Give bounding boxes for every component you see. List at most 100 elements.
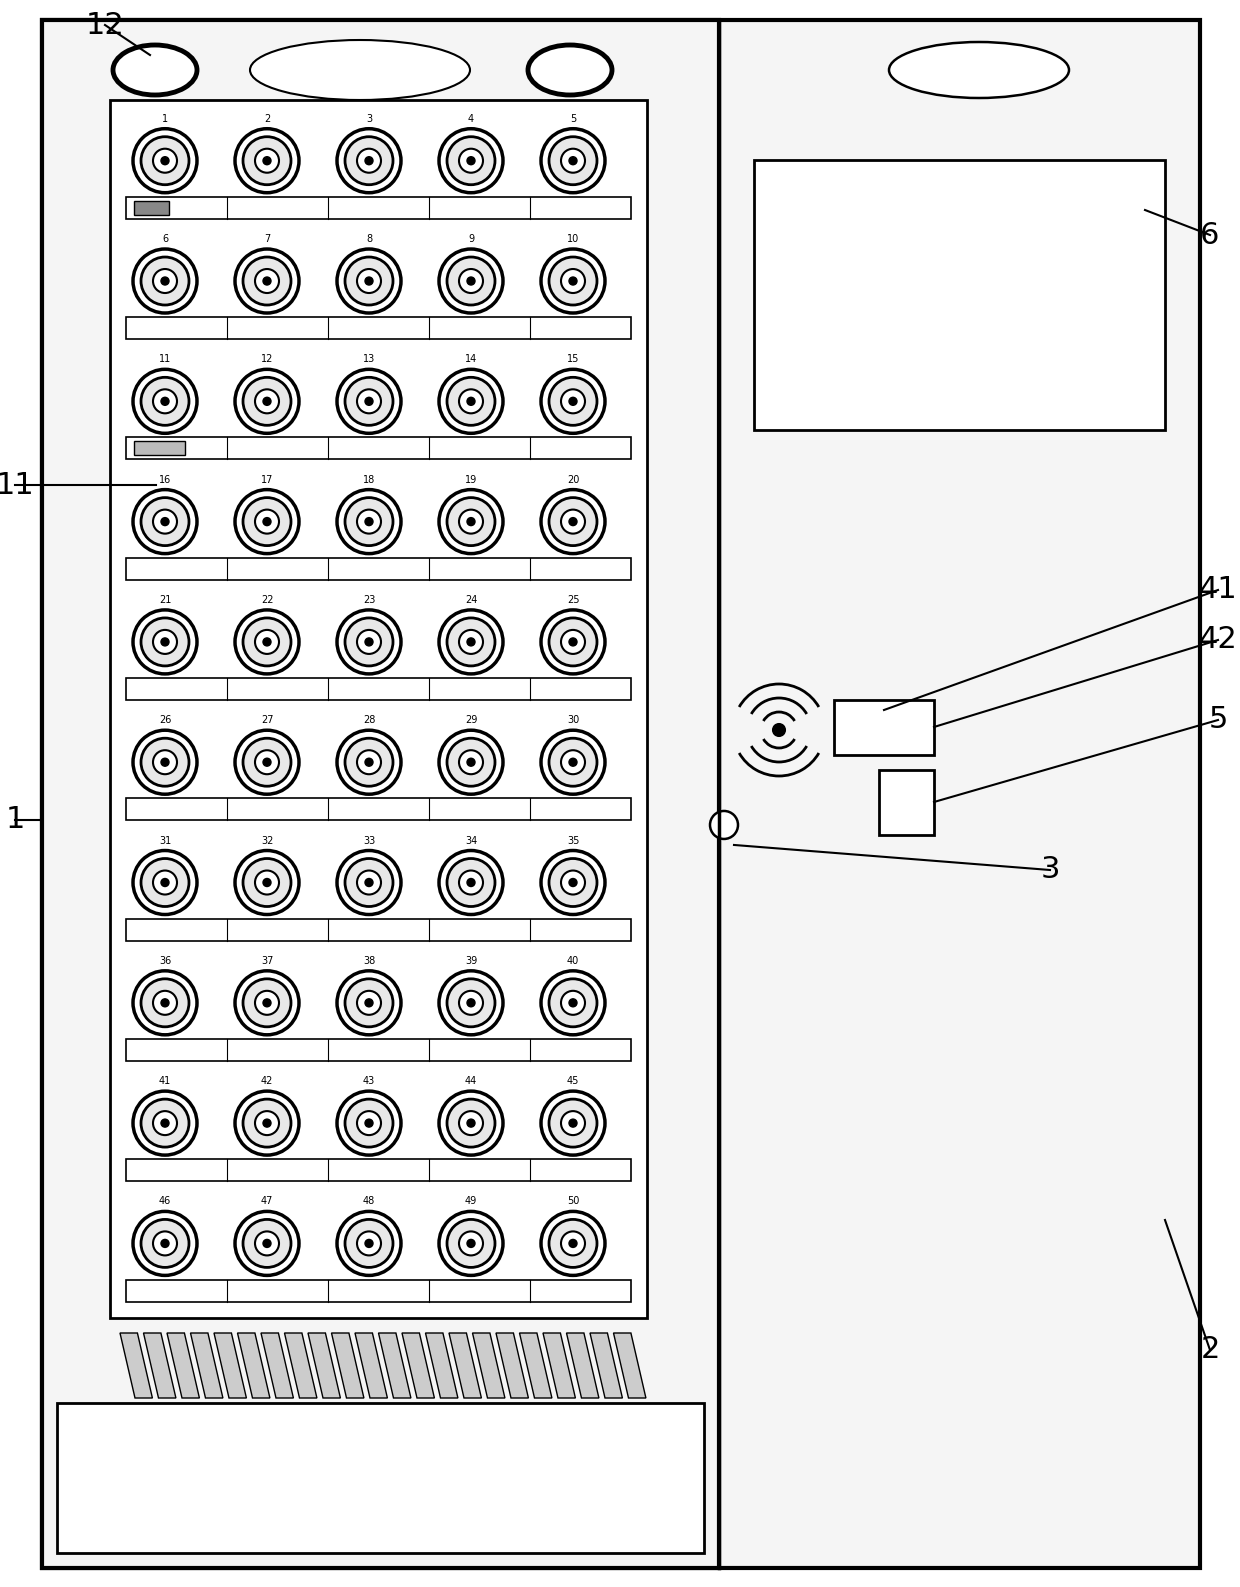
Circle shape — [711, 811, 738, 840]
Circle shape — [569, 517, 577, 525]
Text: 43: 43 — [363, 1076, 376, 1086]
Circle shape — [243, 1219, 291, 1268]
Circle shape — [236, 971, 299, 1035]
Circle shape — [337, 1092, 401, 1155]
Circle shape — [263, 759, 272, 767]
Circle shape — [153, 871, 177, 895]
Text: 50: 50 — [567, 1197, 579, 1206]
Polygon shape — [355, 1333, 387, 1398]
Bar — [57, 1403, 704, 1554]
Circle shape — [161, 157, 169, 165]
Circle shape — [365, 879, 373, 887]
Circle shape — [541, 1092, 605, 1155]
Circle shape — [236, 129, 299, 192]
Bar — [134, 441, 185, 455]
Polygon shape — [191, 1333, 223, 1398]
Circle shape — [467, 879, 475, 887]
Circle shape — [541, 851, 605, 914]
Circle shape — [255, 270, 279, 294]
Circle shape — [243, 617, 291, 667]
Circle shape — [446, 136, 495, 184]
Circle shape — [357, 630, 381, 654]
Circle shape — [773, 724, 785, 736]
Circle shape — [446, 378, 495, 425]
Circle shape — [345, 617, 393, 667]
Text: 4: 4 — [467, 114, 474, 124]
Circle shape — [133, 249, 197, 313]
Circle shape — [569, 1239, 577, 1247]
Circle shape — [263, 278, 272, 286]
Ellipse shape — [250, 40, 470, 100]
Circle shape — [263, 638, 272, 646]
Circle shape — [345, 738, 393, 786]
Circle shape — [243, 498, 291, 546]
Circle shape — [161, 879, 169, 887]
Circle shape — [161, 397, 169, 405]
Text: 6: 6 — [1200, 221, 1220, 249]
Circle shape — [345, 859, 393, 906]
Circle shape — [345, 378, 393, 425]
Ellipse shape — [889, 41, 1069, 98]
Circle shape — [459, 509, 484, 533]
Circle shape — [459, 1232, 484, 1255]
Circle shape — [345, 498, 393, 546]
Bar — [754, 160, 1166, 430]
Circle shape — [236, 609, 299, 674]
Circle shape — [357, 1111, 381, 1135]
Polygon shape — [425, 1333, 458, 1398]
Circle shape — [263, 157, 272, 165]
Text: 47: 47 — [260, 1197, 273, 1206]
Circle shape — [337, 249, 401, 313]
Text: 12: 12 — [260, 354, 273, 365]
Text: 20: 20 — [567, 475, 579, 484]
Text: 24: 24 — [465, 595, 477, 605]
Circle shape — [541, 249, 605, 313]
Bar — [126, 678, 631, 700]
Circle shape — [459, 990, 484, 1014]
Circle shape — [439, 1211, 503, 1276]
Circle shape — [560, 270, 585, 294]
Circle shape — [569, 278, 577, 286]
Circle shape — [365, 759, 373, 767]
Text: 5: 5 — [1208, 706, 1228, 735]
Circle shape — [337, 730, 401, 794]
Text: 27: 27 — [260, 716, 273, 725]
Circle shape — [459, 389, 484, 413]
Bar — [126, 798, 631, 820]
Text: 12: 12 — [86, 11, 124, 40]
Text: 11: 11 — [0, 470, 35, 500]
Circle shape — [161, 517, 169, 525]
Circle shape — [243, 136, 291, 184]
Circle shape — [236, 730, 299, 794]
Circle shape — [255, 1111, 279, 1135]
Circle shape — [446, 1219, 495, 1268]
Circle shape — [541, 129, 605, 192]
Text: 34: 34 — [465, 835, 477, 846]
Text: 23: 23 — [363, 595, 376, 605]
Circle shape — [541, 370, 605, 433]
Circle shape — [255, 751, 279, 774]
Text: 41: 41 — [1199, 576, 1238, 605]
Circle shape — [161, 998, 169, 1006]
Text: 11: 11 — [159, 354, 171, 365]
Text: 13: 13 — [363, 354, 376, 365]
Circle shape — [153, 990, 177, 1014]
Polygon shape — [590, 1333, 622, 1398]
Circle shape — [263, 397, 272, 405]
Text: 2: 2 — [1200, 1336, 1220, 1365]
Polygon shape — [520, 1333, 552, 1398]
Circle shape — [243, 859, 291, 906]
Circle shape — [345, 1219, 393, 1268]
Circle shape — [243, 738, 291, 786]
Circle shape — [467, 1119, 475, 1127]
Text: 9: 9 — [467, 233, 474, 244]
Text: 8: 8 — [366, 233, 372, 244]
Polygon shape — [167, 1333, 200, 1398]
Circle shape — [439, 730, 503, 794]
Bar — [835, 700, 934, 755]
Circle shape — [243, 1100, 291, 1147]
Circle shape — [357, 270, 381, 294]
Polygon shape — [449, 1333, 481, 1398]
Text: 6: 6 — [162, 233, 169, 244]
Circle shape — [569, 759, 577, 767]
